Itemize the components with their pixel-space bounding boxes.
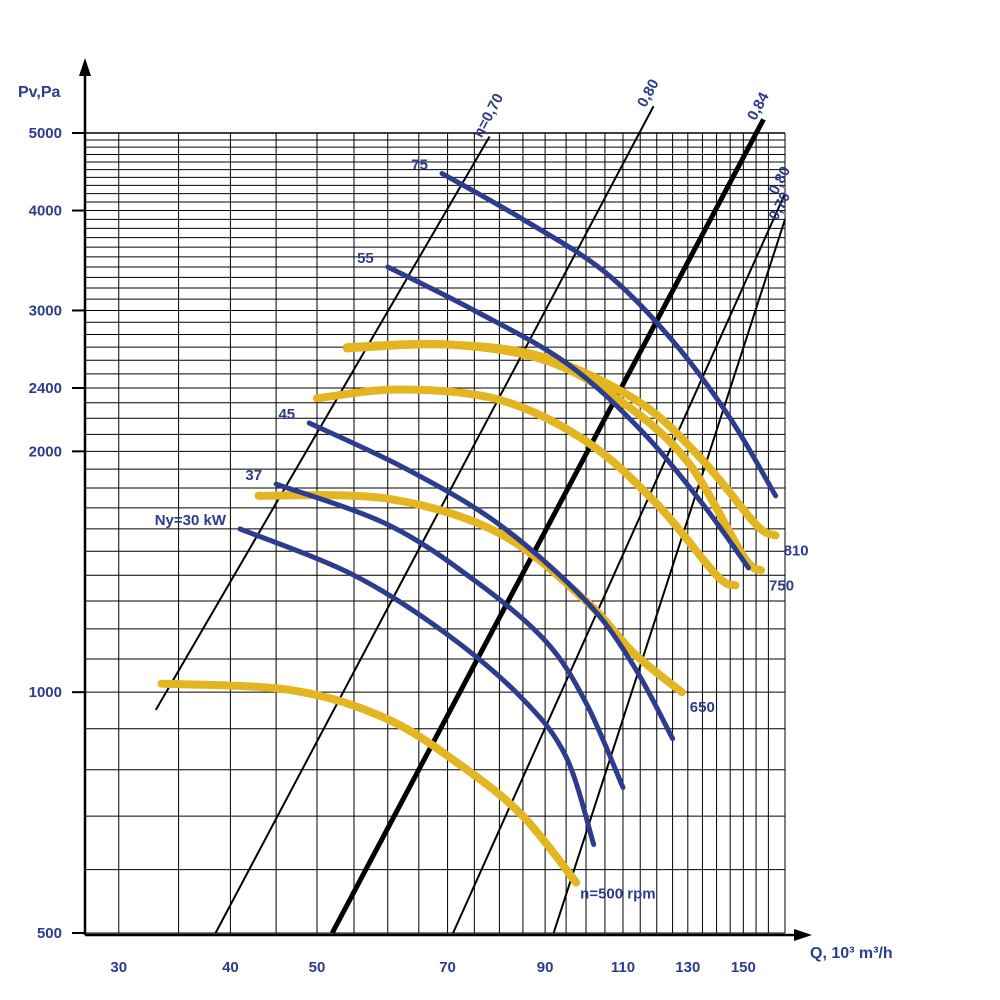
power-curve-label: Ny=30 kW [155, 512, 227, 529]
rpm-curve [342, 340, 780, 540]
rpm-curve-label: n=500 rpm [580, 886, 655, 903]
x-axis-arrow-icon [794, 929, 812, 941]
y-tick-label: 2000 [29, 443, 62, 460]
efficiency-line [452, 193, 786, 934]
efficiency-label: 0,80 [634, 76, 663, 110]
power-curve [439, 171, 779, 499]
rpm-curves [157, 339, 780, 887]
efficiency-label: 0,84 [744, 89, 773, 123]
y-tick-label: 500 [37, 925, 62, 942]
efficiency-line [552, 219, 786, 934]
x-tick-label: 110 [611, 959, 635, 976]
power-curve [237, 526, 597, 847]
y-tick-label: 2400 [29, 380, 62, 397]
power-curve [385, 264, 751, 571]
axes [79, 58, 812, 941]
efficiency-lines [154, 105, 786, 935]
y-tick-label: 3000 [29, 302, 62, 319]
y-tick-label: 4000 [29, 203, 62, 220]
y-axis-arrow-icon [79, 58, 91, 76]
power-curve [306, 420, 676, 742]
power-curve-label: 55 [357, 250, 374, 267]
tick-labels: 500 1000 2000 2400 3000 4000 5000 30 40 50 70 90 110… [29, 125, 756, 976]
power-curve-label: 45 [278, 406, 295, 423]
efficiency-line [154, 135, 491, 711]
x-tick-label: 90 [537, 959, 554, 976]
x-axis-title: Q, 10³ m³/h [810, 945, 893, 962]
x-tick-label: 50 [309, 959, 326, 976]
y-tick-label: 5000 [29, 125, 62, 142]
y-tick-label: 1000 [29, 684, 62, 701]
x-tick-label: 70 [439, 959, 456, 976]
rpm-curve-label: 810 [784, 542, 809, 559]
x-tick-label: 150 [731, 959, 756, 976]
power-curve-label: 75 [411, 156, 428, 173]
power-curve-label: 37 [245, 467, 262, 484]
y-axis-title: Pv,Pa [18, 84, 61, 101]
rpm-curve [157, 679, 581, 887]
power-curve [273, 481, 626, 790]
rpm-curve [254, 491, 686, 697]
x-tick-label: 40 [222, 959, 239, 976]
efficiency-line [330, 118, 766, 935]
x-tick-label: 30 [110, 959, 127, 976]
efficiency-label: 0,70 [766, 189, 795, 223]
rpm-curve-label: 750 [769, 577, 794, 594]
power-curves [237, 171, 779, 847]
rpm-curve [313, 385, 740, 590]
x-tick-label: 130 [675, 959, 700, 976]
rpm-curve-label: 650 [690, 699, 715, 716]
efficiency-line [214, 105, 655, 934]
